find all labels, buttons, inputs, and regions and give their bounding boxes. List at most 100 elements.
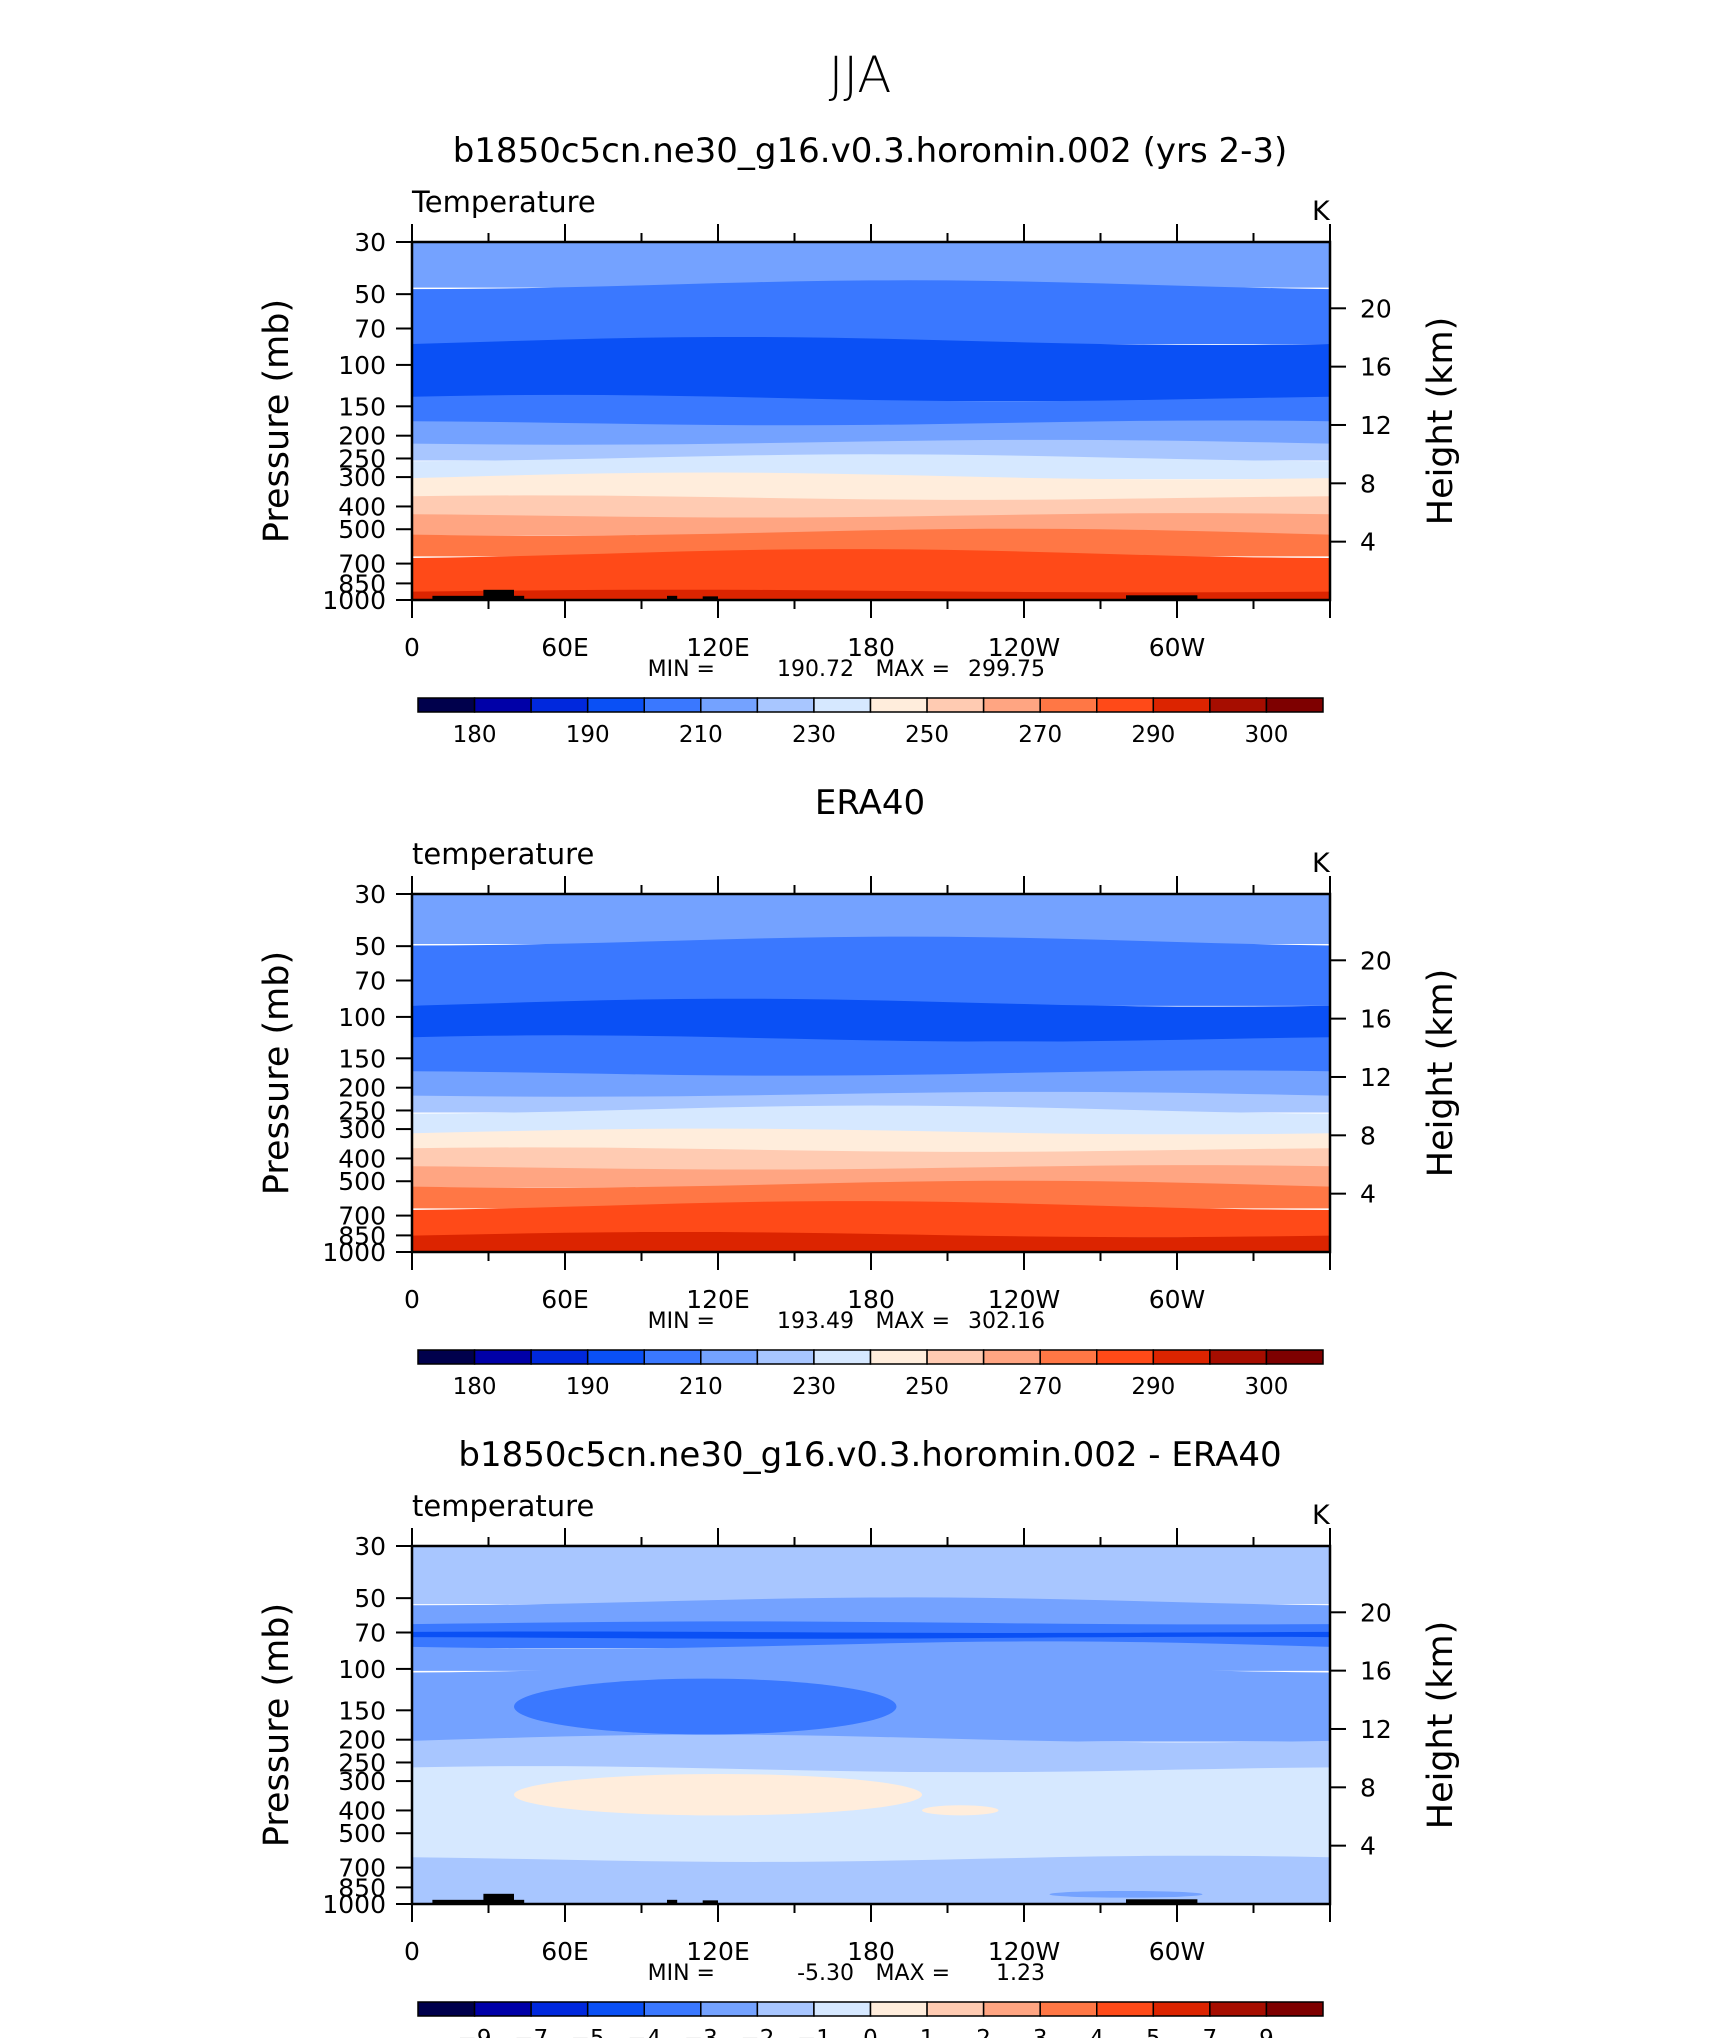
- y-tick-label: 50: [354, 1584, 386, 1613]
- y-tick-label: 70: [354, 315, 386, 344]
- y-tick-label: 200: [338, 422, 386, 451]
- y-tick-label: 1000: [322, 586, 386, 615]
- y-axis-label: Pressure (mb): [257, 299, 297, 543]
- y-right-tick-label: 20: [1360, 1598, 1392, 1627]
- figure-title: JJA: [829, 46, 892, 104]
- y-right-tick-label: 12: [1360, 1063, 1392, 1092]
- stat-min-value: -5.30: [797, 1961, 854, 1986]
- y-tick-label: 1000: [322, 1238, 386, 1267]
- stat-max-value: 1.23: [996, 1961, 1045, 1986]
- colorbar-label: 190: [566, 722, 610, 748]
- colorbar-label: 300: [1244, 722, 1288, 748]
- colorbar-label: 270: [1018, 1374, 1062, 1400]
- topography-mask: [432, 1899, 525, 1904]
- colorbar-box: [1265, 1349, 1324, 1365]
- y-right-tick-label: 12: [1360, 411, 1392, 440]
- colorbar-box: [417, 2001, 476, 2017]
- stat-min-label: MIN =: [648, 1961, 715, 1986]
- colorbar-box: [700, 1349, 759, 1365]
- x-tick-label: 0: [404, 633, 420, 662]
- colorbar-box: [926, 1349, 985, 1365]
- panel-3: b1850c5cn.ne30_g16.v0.3.horomin.002 - ER…: [257, 1435, 1461, 2038]
- colorbar-box: [982, 2001, 1041, 2017]
- contour-band: [412, 1128, 1330, 1153]
- y-tick-label: 300: [338, 463, 386, 492]
- y-right-tick-label: 16: [1360, 353, 1392, 382]
- colorbar-label: 7: [1203, 2026, 1218, 2038]
- contour-band: [412, 454, 1330, 480]
- units-label: K: [1312, 848, 1331, 879]
- colorbar-box: [1152, 1349, 1211, 1365]
- colorbar-box: [1265, 697, 1324, 713]
- y-tick-label: 300: [338, 1115, 386, 1144]
- y-tick-label: 400: [338, 492, 386, 521]
- y-axis-label: Pressure (mb): [257, 1603, 297, 1847]
- colorbar-label: 1: [920, 2026, 935, 2038]
- y-tick-label: 250: [338, 1096, 386, 1125]
- colorbar-label: 190: [566, 1374, 610, 1400]
- colorbar-label: 9: [1259, 2026, 1274, 2038]
- x-tick-label: 60E: [541, 1285, 589, 1314]
- colorbar-box: [530, 697, 589, 713]
- y-tick-label: 150: [338, 1696, 386, 1725]
- contour-band: [412, 998, 1330, 1042]
- x-tick-label: 120E: [686, 1285, 750, 1314]
- y-tick-label: 300: [338, 1767, 386, 1796]
- y-right-tick-label: 4: [1360, 528, 1376, 557]
- colorbar-box: [643, 2001, 702, 2017]
- contour-band: [412, 1641, 1330, 1671]
- colorbar-label: −9: [458, 2026, 492, 2038]
- colorbar-label: 210: [679, 722, 723, 748]
- colorbar-label: 290: [1131, 1374, 1175, 1400]
- colorbar-box: [813, 1349, 872, 1365]
- panel-2: ERA40 temperature K 0 60E 120E 180 120W 60W 30 50 7…: [257, 783, 1461, 1400]
- contour-band: [412, 1231, 1330, 1252]
- colorbar-box: [1039, 2001, 1098, 2017]
- colorbar-box: [813, 2001, 872, 2017]
- y-right-tick-label: 12: [1360, 1715, 1392, 1744]
- contour-blob: [514, 1774, 922, 1816]
- y-tick-label: 500: [338, 1167, 386, 1196]
- stat-max-label: MAX =: [875, 1961, 950, 1986]
- contour-band: [412, 1597, 1330, 1626]
- colorbar-box: [643, 697, 702, 713]
- units-label: K: [1312, 1500, 1331, 1531]
- colorbar-box: [1265, 2001, 1324, 2017]
- y-tick-label: 100: [338, 1003, 386, 1032]
- topography-mask: [483, 589, 514, 600]
- contour-band: [412, 394, 1330, 426]
- colorbar-label: 290: [1131, 722, 1175, 748]
- contour-field: [412, 242, 1330, 600]
- y-right-tick-label: 20: [1360, 294, 1392, 323]
- colorbar-box: [1096, 2001, 1155, 2017]
- colorbar-label: 300: [1244, 1374, 1288, 1400]
- y-right-axis-label: Height (km): [1421, 969, 1461, 1178]
- contour-band: [412, 1070, 1330, 1098]
- topography-mask: [483, 1893, 514, 1904]
- units-label: K: [1312, 196, 1331, 227]
- colorbar-box: [813, 697, 872, 713]
- topography-mask: [667, 595, 678, 600]
- colorbar-box: [586, 1349, 645, 1365]
- colorbar-box: [473, 2001, 532, 2017]
- colorbar-box: [1209, 1349, 1268, 1365]
- colorbar-label: 270: [1018, 722, 1062, 748]
- y-tick-label: 500: [338, 515, 386, 544]
- y-tick-label: 200: [338, 1726, 386, 1755]
- y-tick-label: 70: [354, 967, 386, 996]
- contour-band: [412, 1621, 1330, 1635]
- y-right-axis-label: Height (km): [1421, 317, 1461, 526]
- variable-label: temperature: [412, 837, 594, 871]
- x-tick-label: 60E: [541, 633, 589, 662]
- contour-band: [412, 1546, 1330, 1605]
- y-tick-label: 850: [338, 569, 386, 598]
- contour-band: [412, 420, 1330, 446]
- y-right-tick-label: 8: [1360, 1121, 1376, 1150]
- contour-band: [412, 589, 1330, 600]
- colorbar-label: 4: [1089, 2026, 1104, 2038]
- colorbar-box: [1096, 1349, 1155, 1365]
- variable-label: Temperature: [411, 185, 596, 219]
- contour-band: [412, 549, 1330, 594]
- y-tick-label: 100: [338, 351, 386, 380]
- contour-band: [412, 936, 1330, 1006]
